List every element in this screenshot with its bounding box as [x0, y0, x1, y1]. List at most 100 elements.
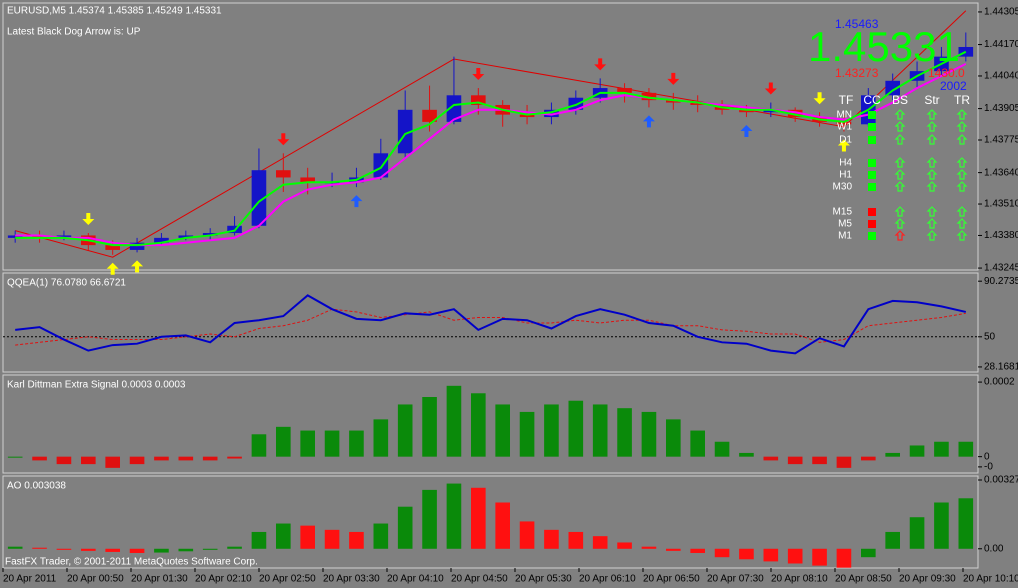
hist-bar [276, 426, 291, 457]
y-tick-label: 1.43380 [984, 230, 1018, 241]
tf-header: CC [863, 93, 881, 107]
hist-bar [592, 404, 608, 457]
high-label: 1.45463 [835, 17, 879, 31]
candle-body [763, 109, 779, 113]
karl-title: Karl Dittman Extra Signal 0.0003 0.0003 [7, 380, 186, 391]
cc-square [868, 208, 876, 216]
cc-square [868, 111, 876, 119]
signal-arrow [131, 260, 144, 273]
candle-body [373, 153, 389, 178]
hist-bar [227, 546, 242, 549]
y-tick-label: -0 [984, 462, 993, 473]
hist-bar [7, 546, 23, 549]
hist-bar [836, 456, 852, 468]
hist-bar [909, 445, 925, 457]
trend-arrow [894, 206, 906, 217]
hist-bar [129, 456, 145, 465]
hist-bar [105, 456, 120, 468]
trend-arrow [926, 230, 938, 241]
hist-bar [373, 419, 389, 457]
signal-arrow [594, 58, 607, 71]
hist-bar [739, 452, 754, 457]
candle-body [666, 100, 681, 103]
hist-bar [56, 456, 72, 465]
signal-arrow [82, 213, 95, 226]
time-label: 20 Apr 2011 [3, 574, 57, 585]
hist-bar [495, 502, 510, 549]
trend-arrow [894, 109, 906, 120]
hist-bar [154, 456, 169, 461]
candle-body [690, 102, 705, 105]
candle-body [641, 92, 657, 101]
time-label: 20 Apr 05:30 [515, 574, 572, 585]
bid-big: 1.45331 [808, 23, 960, 70]
hist-bar [617, 542, 632, 549]
hist-bar [154, 548, 169, 553]
ao-title: AO 0.003038 [7, 481, 66, 492]
trend-arrow [894, 218, 906, 229]
tf-label: W1 [837, 122, 852, 133]
y-tick-label: 1.43245 [984, 263, 1018, 274]
candle-body [178, 235, 194, 238]
y-tick-label: 90.2735 [984, 276, 1018, 287]
hist-bar [909, 517, 925, 549]
hist-bar [592, 536, 608, 549]
tf-header: Str [924, 93, 939, 107]
tf-header: BS [892, 93, 908, 107]
hist-bar [861, 456, 876, 461]
hist-bar [714, 548, 730, 558]
hist-bar [666, 419, 681, 457]
hist-bar [471, 487, 486, 549]
time-label: 20 Apr 02:10 [195, 574, 252, 585]
hist-bar [641, 546, 657, 549]
hist-bar [471, 393, 486, 457]
qqea-panel [2, 272, 979, 373]
hist-bar [178, 456, 194, 461]
candle-body [446, 95, 462, 122]
candle-body [300, 177, 315, 183]
hist-bar [129, 548, 145, 553]
hist-bar [690, 548, 705, 553]
hist-bar [568, 400, 584, 457]
trend-arrow [926, 218, 938, 229]
hist-bar [544, 404, 559, 457]
time-label: 20 Apr 08:50 [835, 574, 892, 585]
candle-body [7, 235, 23, 238]
time-label: 20 Apr 09:30 [899, 574, 956, 585]
candle-body [787, 109, 803, 118]
spread-label: 2002 [940, 79, 967, 93]
candle-body [885, 80, 900, 96]
trend-arrow [926, 134, 938, 145]
hist-bar [958, 441, 974, 457]
candle-body [154, 237, 169, 243]
trend-arrow [926, 169, 938, 180]
hist-bar [300, 525, 315, 549]
trend-arrow [926, 109, 938, 120]
symbol-header: EURUSD,M5 1.45374 1.45385 1.45249 1.4533… [7, 6, 222, 17]
signal-arrow [813, 92, 826, 105]
hist-bar [81, 456, 96, 465]
hist-bar [324, 430, 340, 457]
hist-bar [349, 430, 364, 457]
trend-arrow [956, 109, 968, 120]
signal-arrow [350, 195, 363, 208]
candle-body [56, 235, 72, 238]
y-tick-label: 0 [984, 451, 990, 462]
time-label: 20 Apr 06:10 [579, 574, 636, 585]
cc-square [868, 136, 876, 144]
candle-body [836, 121, 852, 125]
hist-bar [958, 498, 974, 549]
trend-arrow [894, 121, 906, 132]
hist-bar [56, 548, 72, 550]
hist-bar [81, 548, 96, 551]
qqea-title: QQEA(1) 76.0780 66.6721 [7, 278, 126, 289]
tf-label: H4 [839, 158, 852, 169]
hist-bar [202, 456, 218, 461]
signal-arrow [642, 115, 655, 128]
tf-header: TF [839, 93, 854, 107]
hist-bar [7, 456, 23, 458]
hist-bar [787, 456, 803, 465]
